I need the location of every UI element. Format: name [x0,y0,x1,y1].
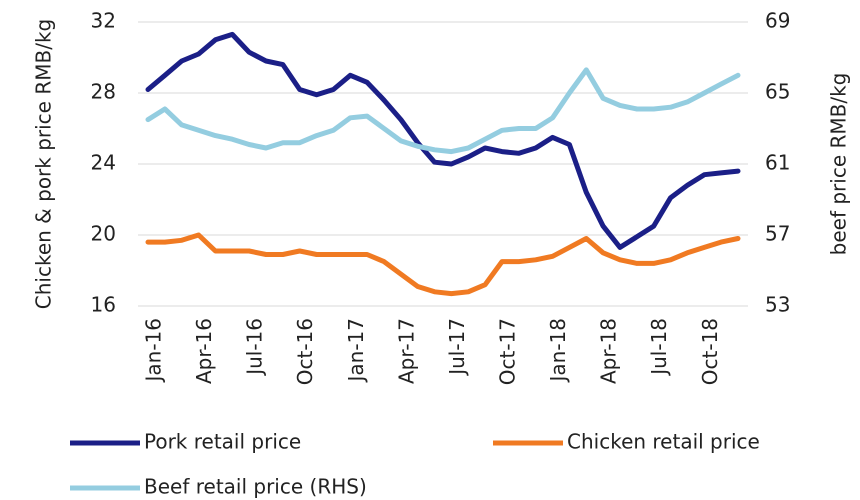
y2-tick-label: 65 [765,80,790,104]
x-tick-label: Jul-17 [445,318,469,377]
x-tick-label: Oct-18 [698,318,722,385]
y2-tick-label: 69 [765,9,790,33]
legend-label: Chicken retail price [567,430,760,454]
y-tick-label: 20 [91,222,116,246]
x-tick-label: Oct-17 [496,318,520,385]
x-tick-label: Oct-16 [293,318,317,385]
x-tick-label: Jan-18 [546,318,570,384]
y-tick-label: 32 [91,9,116,33]
x-tick-label: Apr-16 [192,318,216,384]
y2-tick-label: 61 [765,151,790,175]
x-tick-label: Jan-16 [142,318,166,384]
series-line [145,67,741,155]
y2-tick-label: 57 [765,222,790,246]
y-tick-label: 16 [91,293,116,317]
series-line [145,31,741,250]
legend-label: Beef retail price (RHS) [144,475,367,499]
x-tick-label: Jul-16 [243,318,267,377]
y2-tick-label: 53 [765,293,790,317]
x-tick-label: Jan-17 [344,318,368,384]
y-tick-label: 24 [91,151,116,175]
series-line [145,232,741,297]
x-tick-label: Jul-18 [647,318,671,377]
y-tick-label: 28 [91,80,116,104]
y-axis-title: Chicken & pork price RMB/kg [32,19,56,309]
x-tick-label: Apr-18 [597,318,621,384]
x-tick-label: Apr-17 [394,318,418,384]
legend-label: Pork retail price [144,430,301,454]
y2-axis-title: beef price RMB/kg [827,73,851,256]
